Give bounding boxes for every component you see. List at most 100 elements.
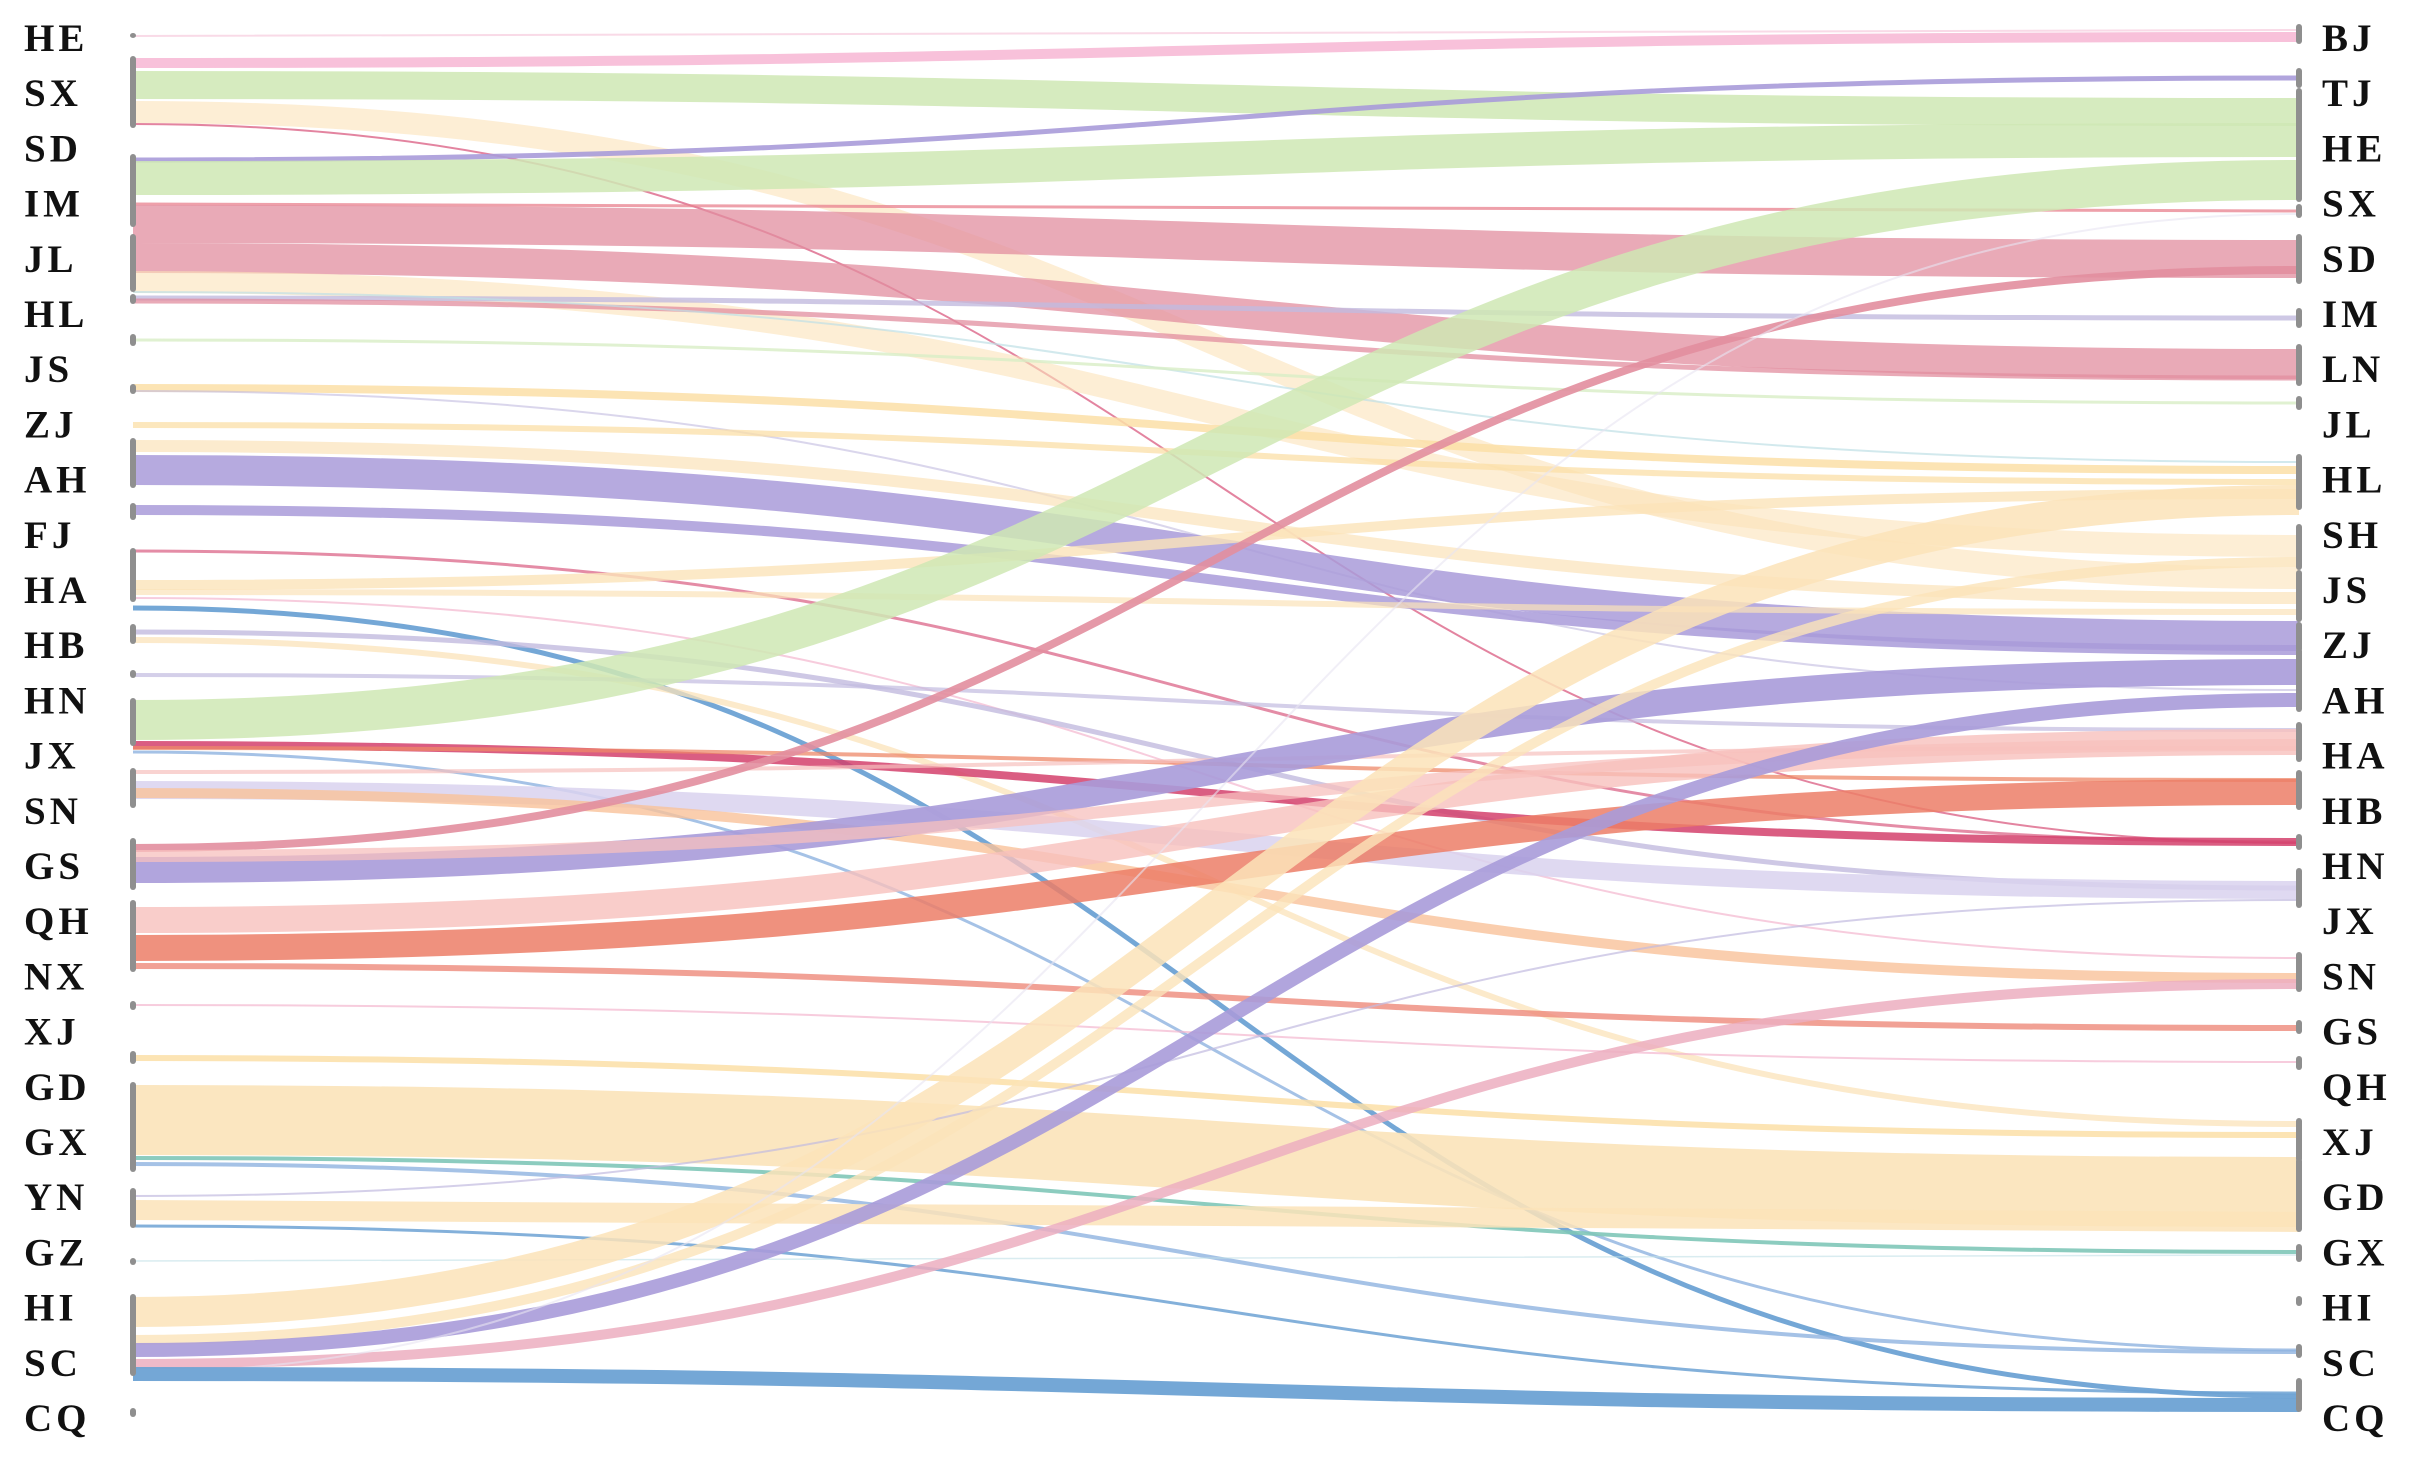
right-node-label-hl: HL: [2322, 459, 2386, 502]
right-node-label-gs: GS: [2322, 1011, 2382, 1054]
left-node-bar-ha: [130, 548, 136, 602]
flow-im-to-he: [132, 123, 2300, 195]
flow-fj-to-hn: [132, 549, 2300, 844]
right-node-bar-gs: [2296, 1020, 2302, 1034]
right-node-label-sn: SN: [2322, 955, 2380, 998]
left-node-label-ah: AH: [24, 459, 91, 502]
right-node-bar-sh: [2296, 524, 2302, 570]
right-node-bar-sx: [2296, 204, 2302, 218]
right-node-bar-cq: [2296, 1378, 2302, 1412]
left-node-label-ha: HA: [24, 569, 91, 612]
flow-hl-to-im: [132, 295, 2300, 321]
right-node-bar-js: [2296, 570, 2302, 622]
flow-fj-to-zj: [132, 505, 2300, 655]
right-node-bar-gx: [2296, 1244, 2302, 1262]
left-node-label-zj: ZJ: [24, 403, 78, 446]
flow-qh-to-ha: [132, 729, 2300, 933]
left-node-bar-jl: [130, 234, 136, 292]
flow-yn-to-gd: [132, 1200, 2300, 1232]
flow-ah-to-js: [132, 440, 2300, 604]
left-node-label-hb: HB: [24, 624, 88, 667]
left-node-bar-jx: [130, 698, 136, 746]
left-node-bar-nx: [130, 960, 136, 972]
left-node-label-xj: XJ: [24, 1011, 80, 1054]
left-node-label-hl: HL: [24, 293, 88, 336]
flow-sc-to-cq: [132, 1367, 2300, 1412]
right-node-bar-bj: [2296, 24, 2302, 44]
left-node-bar-im: [130, 154, 136, 227]
left-node-label-gx: GX: [24, 1121, 91, 1164]
flow-hi-to-hl: [132, 485, 2300, 1327]
flow-he-to-bj: [132, 29, 2300, 37]
node-labels-layer: HE SX SD IM JL HL JS ZJ AH FJ HA HB HN JX SN GS QH NX XJ GD…: [24, 17, 2391, 1440]
right-node-label-ln: LN: [2322, 348, 2384, 391]
right-node-label-xj: XJ: [2322, 1121, 2378, 1164]
left-node-label-fj: FJ: [24, 514, 75, 557]
flow-hi-to-sh: [132, 557, 2300, 1345]
flow-sx-to-bj: [132, 32, 2300, 68]
flow-gx-to-gx: [132, 1156, 2300, 1254]
left-node-label-hn: HN: [24, 679, 91, 722]
right-node-label-sd: SD: [2322, 238, 2380, 281]
left-node-bar-sn: [130, 768, 136, 808]
left-node-label-nx: NX: [24, 955, 88, 998]
left-node-bar-hl: [130, 294, 136, 304]
right-node-label-ha: HA: [2322, 735, 2389, 778]
right-node-label-sh: SH: [2322, 514, 2382, 557]
right-node-bar-zj: [2296, 622, 2302, 652]
right-node-label-gx: GX: [2322, 1231, 2389, 1274]
left-node-bar-xj: [130, 1001, 136, 1010]
left-node-bar-hn: [130, 670, 136, 678]
left-node-bar-zj: [130, 384, 136, 394]
right-node-label-sx: SX: [2322, 183, 2380, 226]
left-node-bar-sc: [130, 1333, 136, 1376]
flow-nx-to-gs: [132, 963, 2300, 1031]
right-node-bar-sd: [2296, 234, 2302, 284]
right-node-label-js: JS: [2322, 569, 2371, 612]
left-node-bar-gs: [130, 838, 136, 890]
left-node-label-he: HE: [24, 17, 88, 60]
left-node-label-sd: SD: [24, 127, 82, 170]
flow-sd-to-tj: [132, 75, 2300, 163]
flow-jx-to-he: [132, 160, 2300, 740]
right-node-bar-ah: [2296, 648, 2302, 712]
flow-hl-to-hl: [132, 291, 2300, 463]
right-node-bar-hn: [2296, 834, 2302, 850]
flow-sc-to-sx: [132, 213, 2300, 1373]
left-node-bar-hb: [130, 624, 136, 644]
flow-sc-to-ah: [132, 693, 2300, 1357]
right-node-bar-hl: [2296, 454, 2302, 510]
left-node-label-gd: GD: [24, 1066, 91, 1109]
flow-qh-to-hb: [132, 779, 2300, 961]
left-node-label-jl: JL: [24, 238, 78, 281]
right-node-label-jx: JX: [2322, 900, 2378, 943]
left-node-label-hi: HI: [24, 1287, 78, 1330]
left-node-label-jx: JX: [24, 735, 80, 778]
flow-gs-to-sd: [132, 266, 2300, 852]
right-node-label-im: IM: [2322, 293, 2382, 336]
right-node-bar-hi: [2296, 1296, 2302, 1306]
right-node-bar-sc: [2296, 1344, 2302, 1358]
flows-layer: [132, 29, 2300, 1412]
right-node-bar-jl: [2296, 396, 2302, 410]
right-node-label-hn: HN: [2322, 845, 2389, 888]
left-node-label-sn: SN: [24, 790, 82, 833]
left-node-bar-gx: [130, 1082, 136, 1172]
right-node-bar-gd: [2296, 1158, 2302, 1232]
right-node-label-gd: GD: [2322, 1176, 2389, 1219]
flow-hl-to-ln: [132, 298, 2300, 381]
right-node-label-cq: CQ: [2322, 1397, 2389, 1440]
left-node-label-js: JS: [24, 348, 73, 391]
flow-sn-to-sn: [132, 788, 2300, 983]
left-node-label-cq: CQ: [24, 1397, 91, 1440]
flow-sc-to-sn: [132, 979, 2300, 1369]
left-node-label-gz: GZ: [24, 1231, 88, 1274]
right-node-label-tj: TJ: [2322, 72, 2376, 115]
right-node-bar-he: [2296, 88, 2302, 202]
left-node-bar-js: [130, 334, 136, 346]
right-node-label-qh: QH: [2322, 1066, 2391, 1109]
right-node-bar-jx: [2296, 868, 2302, 908]
flow-sx-to-he: [132, 71, 2300, 126]
left-node-bar-ah: [130, 438, 136, 488]
right-node-label-he: HE: [2322, 127, 2386, 170]
